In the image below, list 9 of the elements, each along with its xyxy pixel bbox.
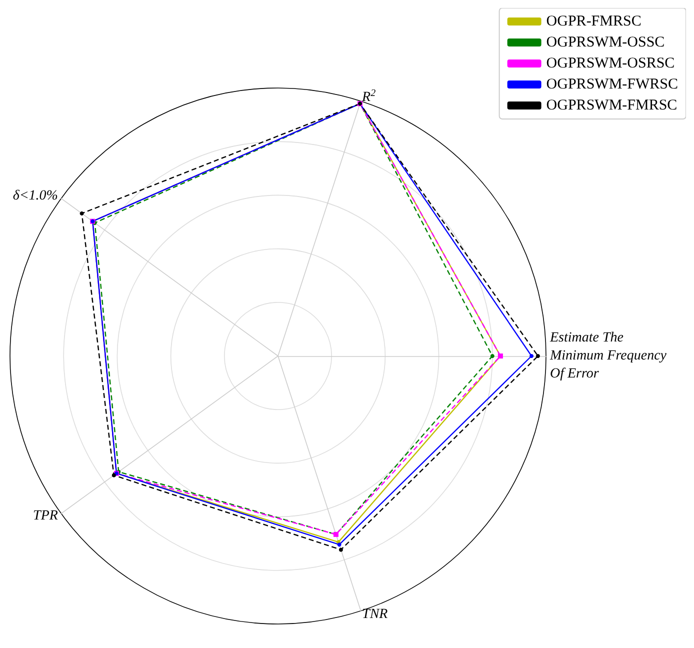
legend-label: OGPRSWM-OSSC bbox=[546, 34, 665, 50]
spoke-label: TNR bbox=[362, 607, 388, 622]
legend-label: OGPRSWM-FWRSC bbox=[546, 76, 678, 92]
spoke-label: δ<1.0% bbox=[12, 188, 58, 204]
spoke-label: TPR bbox=[33, 508, 58, 524]
spoke-label: Estimate The Minimum Frequency Of Error bbox=[549, 330, 668, 382]
legend-label: OGPRSWM-FMRSC bbox=[546, 98, 678, 114]
legend-label: OGPR-FMRSC bbox=[546, 14, 642, 30]
legend-label: OGPRSWM-OSRSC bbox=[546, 56, 675, 72]
